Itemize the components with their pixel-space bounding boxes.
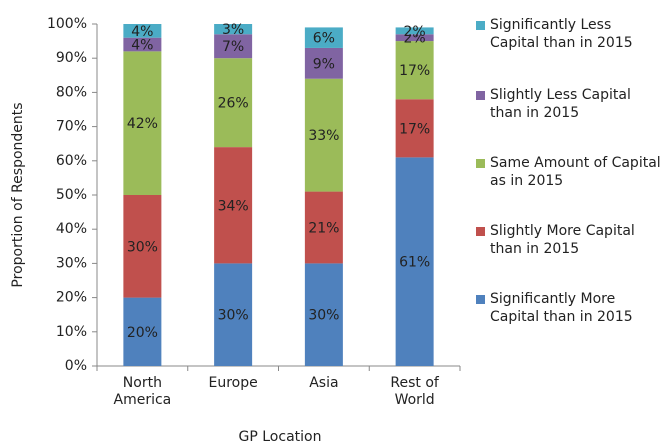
legend-label: Slightly Less Capital than in 2015 (490, 87, 631, 121)
legend-label: Significantly Less Capital than in 2015 (490, 17, 633, 51)
data-label: 2% (404, 24, 426, 40)
legend-swatch (476, 91, 485, 100)
y-tick-label: 30% (56, 255, 87, 271)
y-tick-label: 70% (56, 119, 87, 135)
legend-swatch (476, 227, 485, 236)
y-tick-label: 40% (56, 221, 87, 237)
bar-segment (304, 191, 343, 264)
bar-segment (304, 27, 343, 48)
x-tick-label: Asia (309, 375, 339, 391)
bar-segment (214, 24, 253, 35)
bar-segment (395, 34, 434, 42)
bar-segment (395, 157, 434, 366)
x-axis-title: GP Location (239, 429, 322, 445)
bar-segment (123, 297, 162, 366)
data-label: 6% (313, 31, 335, 47)
data-label: 4% (131, 38, 153, 54)
data-label: 30% (127, 239, 158, 255)
y-tick-label: 80% (56, 84, 87, 100)
data-label: 61% (399, 255, 430, 271)
bar-segment (123, 37, 162, 52)
data-label: 17% (399, 63, 430, 79)
legend-item: Significantly More Capital than in 2015 (476, 290, 662, 326)
x-tick-label: Europe (208, 375, 258, 391)
bar-segment (395, 27, 434, 35)
x-tick-label: North America (113, 375, 172, 408)
data-label: 42% (127, 116, 158, 132)
y-tick-label: 50% (56, 187, 87, 203)
legend-item: Slightly Less Capital than in 2015 (476, 86, 662, 122)
bar-segment (214, 263, 253, 366)
data-label: 9% (313, 56, 335, 72)
data-label: 34% (218, 198, 249, 214)
y-tick-label: 90% (56, 50, 87, 66)
bar-segment (123, 24, 162, 38)
data-label: 30% (308, 308, 339, 324)
data-label: 30% (218, 308, 249, 324)
legend-label: Same Amount of Capital as in 2015 (490, 155, 661, 189)
data-label: 21% (308, 220, 339, 236)
bar-segment (123, 51, 162, 195)
y-tick-label: 60% (56, 153, 87, 169)
y-tick-label: 10% (56, 324, 87, 340)
bar-segment (395, 41, 434, 100)
legend-swatch (476, 295, 485, 304)
legend-item: Same Amount of Capital as in 2015 (476, 154, 662, 190)
bar-segment (214, 34, 253, 59)
data-label: 17% (399, 121, 430, 137)
legend-swatch (476, 21, 485, 30)
bar-segment (214, 58, 253, 148)
bar-segment (123, 195, 162, 298)
legend-label: Slightly More Capital than in 2015 (490, 223, 635, 257)
bar-segment (304, 263, 343, 366)
legend-swatch (476, 159, 485, 168)
y-tick-label: 100% (47, 16, 87, 32)
legend-label: Significantly More Capital than in 2015 (490, 291, 633, 325)
bar-segment (304, 47, 343, 79)
data-label: 7% (222, 39, 244, 55)
data-label: 2% (404, 31, 426, 47)
y-tick-label: 20% (56, 290, 87, 306)
data-label: 33% (308, 128, 339, 144)
bar-segment (304, 78, 343, 192)
x-tick-label: Rest of World (390, 375, 439, 408)
data-label: 26% (218, 96, 249, 112)
y-tick-label: 0% (65, 358, 87, 374)
legend-item: Significantly Less Capital than in 2015 (476, 16, 662, 52)
data-label: 4% (131, 24, 153, 40)
data-label: 3% (222, 22, 244, 38)
data-label: 20% (127, 325, 158, 341)
legend-item: Slightly More Capital than in 2015 (476, 222, 662, 258)
y-axis-title: Proportion of Respondents (10, 102, 26, 287)
bar-segment (395, 99, 434, 158)
bar-segment (214, 147, 253, 264)
